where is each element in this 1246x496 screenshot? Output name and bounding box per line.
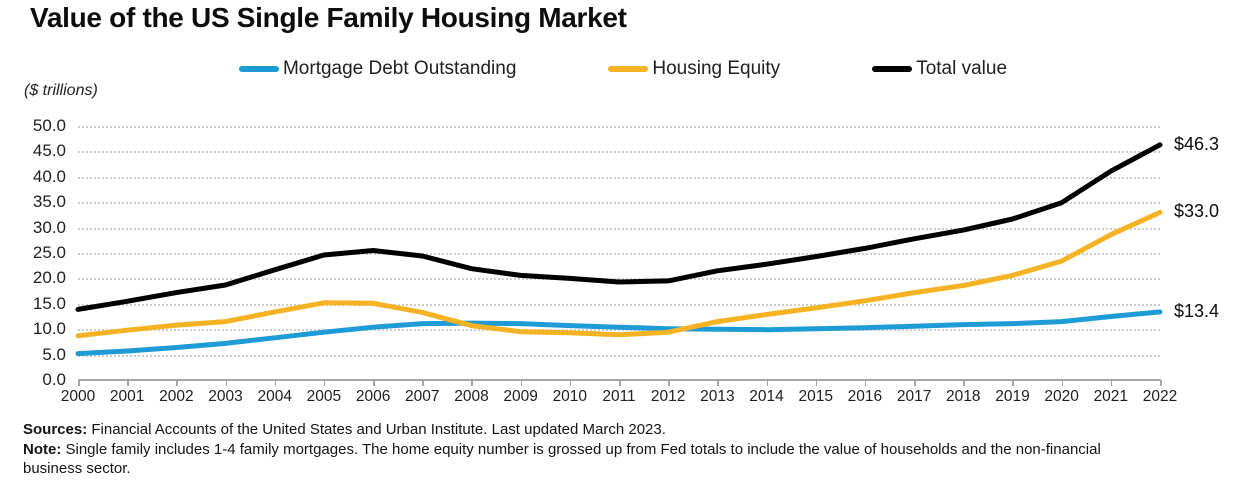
legend-swatch-line-icon: [238, 66, 279, 72]
x-tick-label: 2006: [355, 388, 391, 405]
y-tick-label: 35.0: [32, 192, 66, 212]
x-tick-label: 2021: [1093, 388, 1129, 405]
y-tick-label: 10.0: [32, 319, 66, 339]
x-axis-tick: [373, 380, 375, 386]
x-tick-label: 2016: [847, 388, 883, 405]
legend-swatch-line-icon: [608, 66, 649, 72]
plot-area: [75, 126, 1163, 380]
gridline: [78, 303, 1160, 306]
x-axis-tick: [619, 380, 621, 386]
legend-label: Mortgage Debt Outstanding: [282, 58, 517, 79]
legend-swatch-line-icon: [872, 66, 913, 72]
x-axis-tick: [864, 380, 867, 386]
gridline: [78, 202, 1160, 205]
x-tick-label: 2014: [749, 388, 784, 405]
series-end-label: $46.3: [1174, 133, 1220, 154]
x-axis-tick: [520, 380, 523, 386]
note-text: Single family includes 1-4 family mortga…: [23, 440, 1101, 478]
chart-lines: [75, 142, 1163, 357]
series-line: [75, 209, 1163, 339]
legend-item: Housing Equity: [608, 58, 780, 80]
series-line: [75, 309, 1163, 357]
x-axis-tick: [668, 380, 670, 386]
x-axis-tick: [963, 380, 965, 386]
series-end-label: $33.0: [1174, 201, 1220, 222]
x-axis-tick: [225, 380, 228, 386]
x-tick-label: 2015: [798, 388, 833, 405]
note-label: Note:: [23, 440, 62, 458]
x-tick-label: 2005: [306, 388, 342, 405]
x-tick-label: 2022: [1142, 388, 1178, 405]
series-end-label: $13.4: [1174, 300, 1220, 321]
x-tick-label: 2004: [257, 388, 292, 405]
note-line: Note: Single family includes 1-4 family …: [23, 440, 1163, 479]
x-axis-tick: [78, 380, 80, 386]
x-axis-tick: [471, 380, 473, 386]
x-axis-tick: [815, 380, 818, 386]
y-tick-label: 25.0: [32, 243, 66, 262]
x-axis-tick: [176, 380, 178, 386]
x-tick-label: 2020: [1044, 388, 1079, 405]
x-tick-label: 2001: [109, 388, 145, 405]
gridline: [78, 126, 1160, 128]
x-tick-label: 2003: [208, 388, 243, 405]
y-tick-label: 20.0: [32, 268, 66, 288]
y-tick-label: 30.0: [32, 217, 66, 237]
x-axis-tick: [127, 380, 129, 386]
x-tick-label: 2009: [503, 388, 538, 405]
x-axis-tick: [274, 380, 277, 386]
x-tick-label: 2019: [995, 388, 1030, 405]
gridline: [78, 176, 1160, 179]
x-axis-tick: [914, 380, 916, 386]
y-tick-label: 15.0: [32, 293, 66, 313]
y-axis-unit-label: ($ trillions): [24, 82, 98, 99]
gridline: [78, 151, 1160, 154]
y-tick-label: 40.0: [32, 166, 66, 186]
x-axis-tick: [717, 380, 719, 386]
x-tick-label: 2017: [896, 388, 932, 405]
y-tick-label: 5.0: [42, 344, 66, 364]
x-tick-label: 2018: [946, 388, 981, 405]
chart-title: Value of the US Single Family Housing Ma…: [30, 2, 627, 33]
y-tick-label: 0.0: [42, 370, 66, 389]
x-axis-tick: [1110, 380, 1113, 386]
legend-label: Total value: [916, 58, 1008, 79]
legend-item: Total value: [872, 58, 1007, 80]
x-tick-label: 2007: [405, 388, 440, 405]
gridline: [78, 329, 1160, 332]
x-axis-tick: [1160, 380, 1162, 386]
x-tick-label: 2013: [700, 388, 735, 405]
x-axis-tick: [766, 380, 769, 386]
gridline: [78, 227, 1160, 230]
x-tick-label: 2012: [650, 388, 686, 405]
x-tick-label: 2010: [552, 388, 588, 405]
gridline: [78, 253, 1160, 255]
sources-label: Sources:: [23, 421, 88, 438]
gridline: [78, 354, 1160, 357]
sources-line: Sources: Financial Accounts of the Unite…: [23, 420, 1163, 440]
footer-notes: Sources: Financial Accounts of the Unite…: [23, 420, 1163, 479]
x-tick-label: 2000: [60, 388, 96, 405]
x-tick-label: 2002: [159, 388, 194, 405]
x-axis-tick: [569, 380, 572, 386]
x-axis-tick: [1012, 380, 1014, 386]
x-axis-tick: [422, 380, 424, 386]
y-tick-label: 45.0: [32, 141, 66, 161]
legend-item: Mortgage Debt Outstanding: [238, 58, 517, 80]
legend-label: Housing Equity: [652, 58, 781, 79]
x-axis-tick: [1061, 380, 1064, 386]
y-tick-label: 50.0: [32, 116, 66, 135]
x-tick-label: 2008: [454, 388, 489, 405]
gridline: [78, 278, 1160, 281]
legend: Mortgage Debt Outstanding Housing Equity T…: [0, 58, 1246, 80]
x-tick-label: 2011: [602, 388, 636, 405]
sources-text: Financial Accounts of the United States …: [87, 421, 666, 438]
x-axis-tick: [323, 380, 326, 386]
series-line: [75, 142, 1163, 312]
